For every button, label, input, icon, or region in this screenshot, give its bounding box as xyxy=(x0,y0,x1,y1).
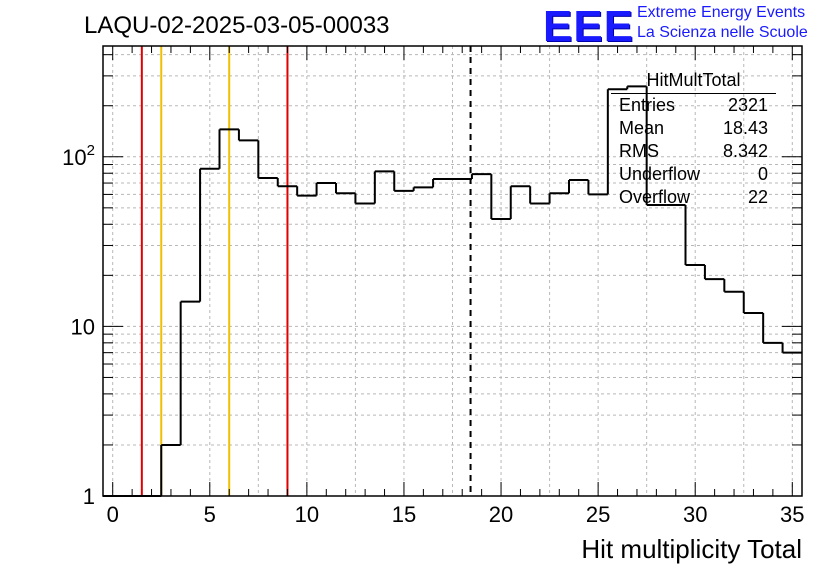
histogram-bin xyxy=(179,300,201,445)
stats-box: HitMultTotal Entries 2321 Mean 18.43 RMS… xyxy=(611,70,776,209)
x-axis-label: Hit multiplicity Total xyxy=(581,534,802,564)
histogram-bin xyxy=(257,140,278,179)
tick-labels: 0 5 10 15 20 25 30 35 1 10 102 xyxy=(62,142,804,527)
histogram-bin xyxy=(218,128,239,169)
histogram-bin xyxy=(432,177,453,188)
x-tick-label: 20 xyxy=(489,502,513,527)
y-tick-label: 10 xyxy=(71,314,95,339)
histogram-bin xyxy=(490,174,511,220)
logo-line-1: Extreme Energy Events xyxy=(637,4,806,21)
logo-line-2: La Scienza nelle Scuole xyxy=(637,24,808,41)
x-tick-label: 30 xyxy=(683,502,707,527)
histogram-bins xyxy=(103,85,802,497)
histogram-bin xyxy=(587,179,608,196)
histogram-bin xyxy=(568,178,589,194)
stats-row-rms: RMS 8.342 xyxy=(611,140,776,163)
histogram-bin xyxy=(470,173,492,179)
plot-frame xyxy=(102,45,803,497)
stats-label: Underflow xyxy=(619,164,701,184)
histogram-bin xyxy=(703,265,725,281)
histogram-title: LAQU-02-2025-03-05-00033 xyxy=(84,12,390,39)
histogram-bin xyxy=(548,192,569,204)
y-tick-label: 1 xyxy=(83,484,95,509)
stats-label: Entries xyxy=(619,95,676,115)
stats-label: Overflow xyxy=(619,187,691,207)
histogram-bin xyxy=(723,279,744,293)
histogram-bin xyxy=(199,167,220,302)
stats-value: 0 xyxy=(757,164,768,184)
stats-title: HitMultTotal xyxy=(611,70,776,94)
stats-value: 18.43 xyxy=(722,118,768,138)
histogram-bin xyxy=(762,312,783,344)
stats-row-underflow: Underflow 0 xyxy=(611,163,776,186)
y-tick-label: 102 xyxy=(62,142,95,170)
histogram-bin xyxy=(335,183,356,195)
histogram-bin xyxy=(606,88,628,195)
axis-ticks xyxy=(103,46,802,497)
histogram-bin xyxy=(626,85,647,90)
histogram-bin xyxy=(742,291,764,314)
x-tick-label: 35 xyxy=(780,502,804,527)
histogram-bin xyxy=(509,185,531,219)
histogram-bin xyxy=(276,177,298,188)
x-tick-label: 15 xyxy=(392,502,416,527)
stats-label: Mean xyxy=(619,118,665,138)
stats-value: 22 xyxy=(747,187,768,207)
histogram-bin xyxy=(160,443,181,496)
stats-value: 8.342 xyxy=(722,141,768,161)
x-tick-label: 5 xyxy=(204,502,216,527)
histogram-bin xyxy=(296,186,317,197)
eee-logo: EEE xyxy=(543,2,635,51)
stats-row-entries: Entries 2321 xyxy=(611,94,776,117)
histogram-bin xyxy=(237,129,259,142)
x-tick-label: 0 xyxy=(107,502,119,527)
histogram-bin xyxy=(315,182,336,196)
histogram-bin xyxy=(393,171,414,192)
x-tick-label: 25 xyxy=(586,502,610,527)
stats-row-overflow: Overflow 22 xyxy=(611,186,776,209)
histogram-bin xyxy=(373,170,395,204)
histogram-bin xyxy=(645,86,667,206)
histogram-bin xyxy=(354,193,375,205)
stats-value: 2321 xyxy=(727,95,768,115)
stats-row-mean: Mean 18.43 xyxy=(611,117,776,140)
histogram-bin xyxy=(412,186,434,191)
stats-label: RMS xyxy=(619,141,659,161)
histogram-bin xyxy=(684,204,705,267)
x-tick-label: 10 xyxy=(295,502,319,527)
histogram-bin xyxy=(529,186,550,205)
reference-lines xyxy=(140,46,472,496)
